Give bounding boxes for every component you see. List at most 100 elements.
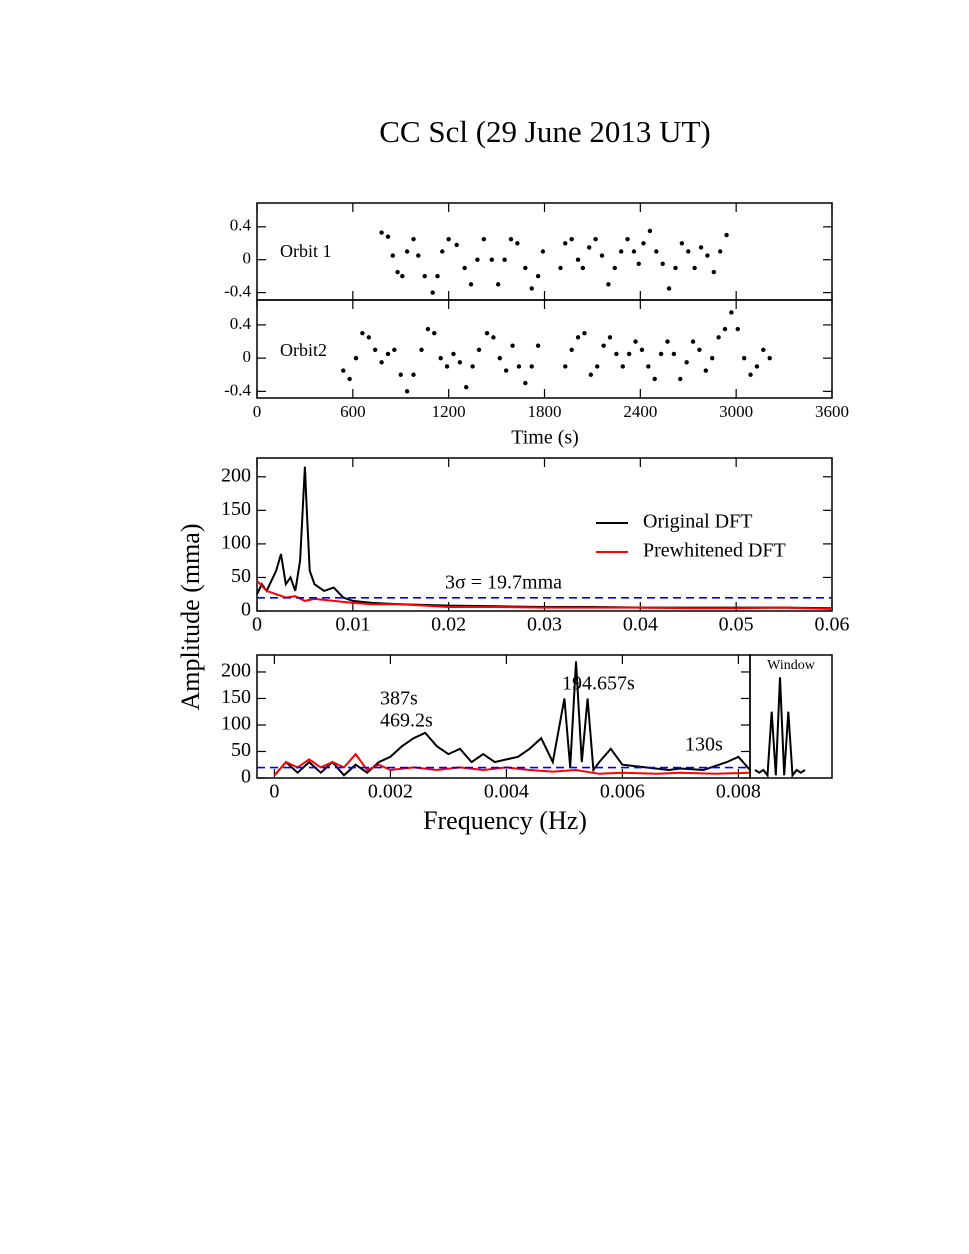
y-tick-label: 0.4	[230, 216, 252, 235]
y-axis-label: Amplitude (mma)	[176, 523, 205, 710]
dft-line	[273, 752, 751, 776]
data-point	[595, 364, 600, 369]
data-point	[673, 265, 678, 271]
x-tick-label: 0.05	[719, 614, 754, 636]
x-tick-label: 0.04	[623, 614, 658, 636]
data-point	[411, 372, 416, 377]
data-point	[523, 380, 528, 386]
y-tick-label: 0	[243, 347, 252, 366]
data-point	[625, 236, 630, 242]
data-point	[395, 269, 400, 275]
data-point	[425, 326, 431, 332]
data-point	[516, 364, 522, 369]
data-point	[491, 335, 496, 340]
data-point	[569, 236, 574, 242]
data-point	[515, 241, 520, 246]
data-point	[419, 347, 424, 353]
x-tick-label: 0	[253, 402, 262, 421]
data-point	[392, 347, 397, 353]
data-point	[582, 331, 587, 336]
data-point	[666, 286, 672, 291]
window-frame	[749, 654, 833, 779]
panel-label: Orbit2	[280, 340, 327, 360]
data-point	[360, 331, 365, 336]
data-point	[703, 368, 709, 373]
data-point	[444, 364, 450, 369]
data-point	[647, 228, 653, 234]
data-point	[535, 343, 541, 348]
data-point	[462, 265, 467, 271]
data-point	[481, 236, 487, 242]
y-tick-label: 0	[241, 766, 251, 788]
data-point	[684, 360, 689, 365]
x-tick-label: 0.06	[815, 614, 850, 636]
data-point	[385, 351, 391, 357]
x-tick-label: 0.01	[335, 614, 370, 636]
data-point	[697, 347, 702, 353]
data-point	[580, 265, 586, 271]
data-point	[489, 257, 494, 262]
data-point	[686, 249, 691, 254]
data-point	[614, 351, 619, 357]
data-point	[716, 335, 721, 340]
x-axis-label: Frequency (Hz)	[423, 806, 587, 835]
data-point	[475, 257, 480, 262]
y-tick-label: 200	[221, 464, 251, 486]
data-point	[620, 364, 625, 369]
x-tick-label: 3000	[719, 402, 753, 421]
data-point	[411, 236, 416, 242]
x-tick-label: 3600	[815, 402, 849, 421]
plot-frame	[256, 299, 833, 399]
data-point	[599, 253, 605, 258]
y-tick-label: -0.4	[224, 282, 251, 301]
data-point	[535, 273, 541, 279]
data-point	[705, 253, 710, 258]
data-point	[347, 376, 352, 382]
x-tick-label: 0.02	[431, 614, 466, 636]
data-point	[658, 351, 664, 357]
data-point	[446, 236, 451, 242]
data-point	[558, 265, 563, 271]
data-point	[476, 347, 482, 353]
data-point	[761, 347, 766, 353]
data-point	[523, 265, 528, 271]
data-point	[660, 261, 665, 267]
data-point	[379, 360, 384, 365]
data-point	[612, 265, 617, 271]
y-tick-label: 50	[231, 739, 251, 761]
threshold-label: 3σ = 19.7mma	[445, 571, 562, 593]
data-point	[464, 385, 469, 390]
data-point	[438, 355, 443, 361]
data-point	[454, 242, 459, 248]
data-point	[722, 326, 728, 332]
data-point	[510, 343, 515, 348]
data-point	[692, 265, 697, 271]
x-tick-label: 0.004	[484, 781, 529, 803]
data-point	[435, 273, 440, 279]
data-point	[563, 241, 568, 246]
data-point	[495, 282, 501, 287]
data-point	[626, 351, 632, 357]
data-point	[451, 351, 456, 357]
data-point	[710, 355, 715, 361]
data-point	[457, 360, 463, 365]
data-point	[717, 249, 723, 254]
y-tick-label: 200	[221, 660, 251, 682]
data-point	[497, 355, 502, 361]
data-point	[353, 355, 359, 361]
data-point	[398, 372, 403, 377]
x-tick-label: 0.008	[716, 781, 761, 803]
y-tick-label: 0.4	[230, 314, 252, 333]
data-point	[646, 364, 651, 369]
data-point	[563, 364, 568, 369]
y-tick-label: 100	[221, 713, 251, 735]
data-point	[385, 234, 391, 239]
data-point	[379, 230, 384, 235]
y-tick-label: -0.4	[224, 380, 251, 399]
data-point	[508, 236, 514, 242]
data-point	[502, 257, 507, 262]
data-point	[404, 389, 410, 394]
data-point	[390, 253, 395, 258]
panel-label: Orbit 1	[280, 241, 332, 261]
